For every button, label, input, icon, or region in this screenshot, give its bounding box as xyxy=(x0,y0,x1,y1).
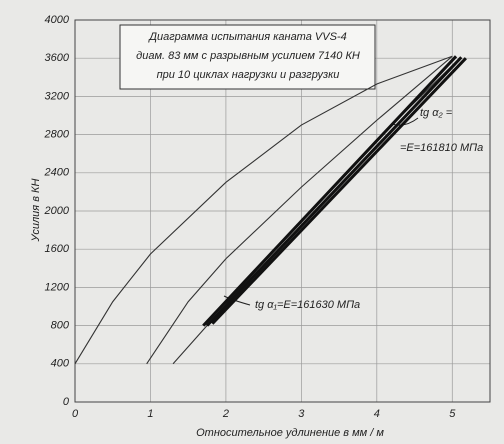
title-line: при 10 циклах нагрузки и разгрузки xyxy=(157,69,340,81)
data-line xyxy=(205,56,463,327)
y-tick-label: 3200 xyxy=(45,90,70,102)
x-tick-label: 2 xyxy=(222,408,229,420)
title-line: диам. 83 мм с разрывным усилием 7140 КН xyxy=(136,50,360,62)
x-tick-label: 5 xyxy=(449,408,456,420)
y-axis-label: Усилия в КН xyxy=(30,179,42,243)
y-tick-label: 1200 xyxy=(45,281,70,293)
data-line xyxy=(211,57,467,325)
annotation: tg α₂ = xyxy=(420,107,453,119)
annotation: tg α₁=E=161630 МПа xyxy=(255,299,360,311)
y-tick-label: 1600 xyxy=(45,243,70,255)
y-tick-label: 3600 xyxy=(45,52,70,64)
data-line xyxy=(146,55,453,365)
y-tick-label: 800 xyxy=(51,320,70,332)
x-tick-label: 4 xyxy=(374,408,380,420)
x-axis-label: Относительное удлинение в мм / м xyxy=(196,427,384,439)
data-line xyxy=(74,55,453,365)
y-tick-label: 2000 xyxy=(44,205,70,217)
title-line: Диаграмма испытания каната VVS-4 xyxy=(147,31,346,43)
y-tick-label: 2800 xyxy=(44,129,70,141)
annotation: =E=161810 МПа xyxy=(400,142,483,154)
plot-frame xyxy=(74,19,491,403)
data-line xyxy=(202,55,458,327)
x-tick-label: 0 xyxy=(72,408,79,420)
y-tick-label: 400 xyxy=(51,358,70,370)
y-tick-label: 4000 xyxy=(45,14,70,26)
annotation-arrow xyxy=(391,117,419,126)
title-box xyxy=(119,24,376,90)
x-tick-label: 1 xyxy=(147,408,153,420)
y-tick-label: 0 xyxy=(63,396,70,408)
x-tick-label: 3 xyxy=(298,408,305,420)
y-tick-label: 2400 xyxy=(44,167,70,179)
